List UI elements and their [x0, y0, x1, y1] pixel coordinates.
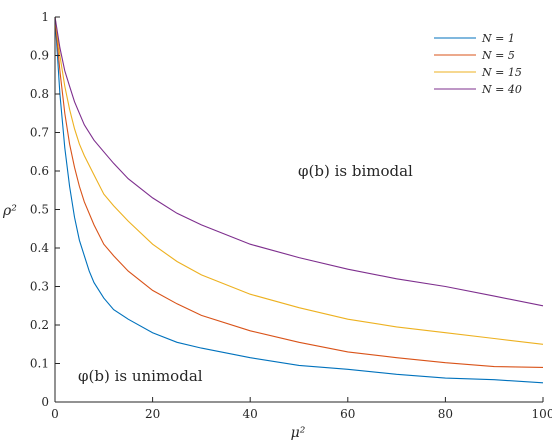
- y-tick-label: 0.5: [30, 203, 49, 217]
- x-tick-label: 0: [51, 407, 59, 421]
- legend-box: [428, 26, 544, 104]
- tick-labels: 0 20 40 60 80 100 0 0.1 0.2 0.3 0.4 0.5 0.6 0.7 0.8 0.9…: [30, 10, 552, 421]
- x-tick-label: 60: [340, 407, 355, 421]
- series-line-2: [54, 16, 544, 368]
- legend-label-3: N = 15: [481, 66, 522, 79]
- x-tick-label: 100: [532, 407, 552, 421]
- x-tick-label: 20: [145, 407, 160, 421]
- y-tick-label: 1: [41, 10, 49, 24]
- x-tick-label: 80: [438, 407, 453, 421]
- y-tick-label: 0.2: [30, 318, 49, 332]
- legend-label-4: N = 40: [481, 83, 522, 96]
- x-axis-label: μ²: [291, 425, 306, 441]
- series-line-4: [54, 16, 544, 307]
- axes: [54, 16, 544, 403]
- bimodal-annotation: φ(b) is bimodal: [298, 162, 413, 180]
- y-tick-label: 0.3: [30, 280, 49, 294]
- y-tick-label: 0: [41, 395, 49, 409]
- y-tick-label: 0.8: [30, 87, 49, 101]
- unimodal-annotation: φ(b) is unimodal: [78, 367, 203, 385]
- series-lines: [54, 16, 544, 384]
- legend-label-1: N = 1: [481, 32, 515, 45]
- y-tick-label: 0.1: [30, 357, 49, 371]
- y-tick-label: 0.9: [30, 49, 49, 63]
- legend-label-2: N = 5: [481, 49, 515, 62]
- y-tick-label: 0.4: [30, 241, 49, 255]
- y-axis-label: ρ²: [2, 203, 17, 219]
- series-line-1: [54, 16, 544, 384]
- y-tick-label: 0.6: [30, 164, 49, 178]
- x-tick-label: 40: [243, 407, 258, 421]
- legend: N = 1 N = 5 N = 15 N = 40: [428, 26, 544, 104]
- series-line-3: [54, 16, 544, 345]
- y-tick-label: 0.7: [30, 126, 49, 140]
